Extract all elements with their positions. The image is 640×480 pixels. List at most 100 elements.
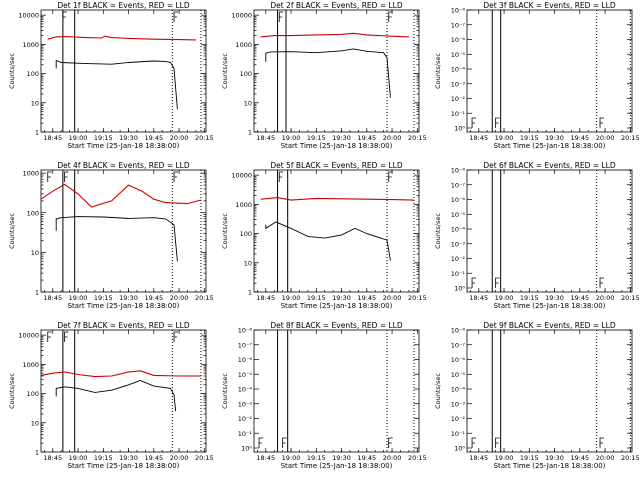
- x-tick-label: 19:45: [357, 294, 376, 302]
- x-tick-label: 18:45: [469, 134, 488, 142]
- flag-marker: [495, 277, 500, 288]
- flag-marker: [388, 437, 393, 448]
- x-tick-label: 19:45: [144, 454, 163, 462]
- y-tick-label: 10⁰: [454, 125, 465, 133]
- panel-title: Det 4f BLACK = Events, RED = LLD: [57, 161, 190, 170]
- x-tick-label: 18:45: [256, 294, 275, 302]
- y-tick-label: 1000: [235, 41, 252, 49]
- x-tick-label: 19:30: [332, 134, 351, 142]
- y-tick-label: 1: [248, 289, 252, 297]
- y-tick-label: 10⁰: [241, 445, 252, 453]
- y-axis-label: Counts/sec: [434, 373, 442, 409]
- flag-marker: [388, 171, 393, 182]
- x-tick-label: 20:15: [621, 454, 640, 462]
- y-tick-label: 10⁻⁵: [451, 371, 466, 379]
- y-axis-label: Counts/sec: [221, 53, 229, 89]
- event-rate-line: [55, 380, 177, 412]
- flag-marker: [64, 171, 69, 182]
- y-tick-label: 10000: [231, 12, 252, 20]
- x-axis-label: Start Time (25-Jan-18 18:38:00): [494, 302, 606, 310]
- plot-frame: [40, 329, 207, 453]
- y-tick-label: 10⁻³: [451, 240, 466, 248]
- x-tick-label: 19:30: [119, 454, 138, 462]
- plot-frame: [253, 169, 420, 293]
- x-tick-label: 18:45: [43, 294, 62, 302]
- x-tick-label: 20:15: [408, 134, 427, 142]
- x-axis-label: Start Time (25-Jan-18 18:38:00): [281, 142, 393, 150]
- flag-marker: [471, 437, 477, 448]
- panel-title: Det 2f BLACK = Events, RED = LLD: [270, 1, 403, 10]
- y-tick-label: 10⁻⁶: [451, 196, 466, 204]
- y-tick-label: 10⁻⁸: [451, 167, 466, 175]
- y-tick-label: 10⁻⁷: [451, 21, 466, 29]
- y-tick-label: 10: [244, 259, 252, 267]
- x-tick-label: 19:00: [495, 294, 514, 302]
- x-tick-label: 19:15: [307, 294, 326, 302]
- flag-marker: [47, 171, 52, 182]
- y-tick-label: 10⁻¹: [451, 430, 466, 438]
- plot-frame: [253, 9, 420, 133]
- x-axis-label: Start Time (25-Jan-18 18:38:00): [281, 462, 393, 470]
- flag-marker: [64, 331, 69, 342]
- plot-frame: [466, 329, 633, 453]
- y-tick-label: 10⁻¹: [238, 430, 253, 438]
- panel-det-2: Det 2f BLACK = Events, RED = LLD 18:45 19:…: [221, 1, 427, 150]
- x-tick-label: 19:30: [545, 454, 564, 462]
- x-tick-label: 20:15: [408, 454, 427, 462]
- y-tick-label: 10⁻³: [238, 400, 253, 408]
- flag-marker: [471, 117, 477, 128]
- y-tick-label: 1: [248, 129, 252, 137]
- flag-marker: [47, 331, 52, 342]
- y-tick-label: 1: [35, 129, 39, 137]
- lld-rate-line: [47, 35, 196, 41]
- plot-frame: [40, 9, 207, 133]
- y-axis-label: Counts/sec: [221, 213, 229, 249]
- x-tick-label: 20:00: [596, 294, 615, 302]
- x-tick-label: 19:30: [119, 134, 138, 142]
- flag-marker: [282, 437, 287, 448]
- y-tick-label: 10⁻⁵: [451, 211, 466, 219]
- y-tick-label: 100: [240, 230, 252, 238]
- x-tick-label: 20:15: [621, 134, 640, 142]
- y-tick-label: 10⁻²: [238, 415, 253, 423]
- y-tick-label: 10⁻⁴: [238, 386, 253, 394]
- panel-title: Det 9f BLACK = Events, RED = LLD: [483, 321, 616, 330]
- x-tick-label: 18:45: [469, 454, 488, 462]
- y-tick-label: 1000: [235, 201, 252, 209]
- x-tick-label: 19:00: [282, 134, 301, 142]
- x-tick-label: 19:15: [307, 134, 326, 142]
- x-tick-label: 19:15: [94, 454, 113, 462]
- y-tick-label: 10⁻²: [451, 415, 466, 423]
- lld-rate-line: [40, 370, 201, 378]
- x-tick-label: 20:00: [596, 134, 615, 142]
- y-tick-label: 10⁻⁶: [238, 356, 253, 364]
- y-tick-label: 1000: [22, 170, 39, 178]
- flag-marker: [599, 277, 605, 288]
- flag-marker: [278, 11, 284, 22]
- x-tick-label: 19:45: [570, 454, 589, 462]
- x-tick-label: 20:00: [596, 454, 615, 462]
- flag-marker: [599, 117, 605, 128]
- x-tick-label: 19:15: [94, 294, 113, 302]
- x-tick-label: 19:00: [69, 134, 88, 142]
- y-tick-label: 10⁻²: [451, 95, 466, 103]
- flag-marker: [173, 171, 179, 182]
- x-tick-label: 20:15: [195, 454, 214, 462]
- lld-rate-line: [260, 32, 409, 38]
- y-tick-label: 10000: [18, 12, 39, 20]
- x-axis-label: Start Time (25-Jan-18 18:38:00): [68, 142, 180, 150]
- y-tick-label: 10⁻⁸: [451, 327, 466, 335]
- panel-title: Det 6f BLACK = Events, RED = LLD: [483, 161, 616, 170]
- x-tick-label: 20:00: [170, 454, 189, 462]
- x-tick-label: 19:45: [357, 454, 376, 462]
- x-tick-label: 19:00: [495, 134, 514, 142]
- x-axis-label: Start Time (25-Jan-18 18:38:00): [68, 302, 180, 310]
- y-tick-label: 10⁻³: [451, 400, 466, 408]
- x-tick-label: 19:15: [520, 294, 539, 302]
- panel-det-3: Det 3f BLACK = Events, RED = LLD 18:45 19:…: [434, 1, 640, 150]
- y-tick-label: 10000: [18, 332, 39, 340]
- y-tick-label: 10000: [231, 172, 252, 180]
- flag-marker: [258, 437, 264, 448]
- flag-marker: [62, 11, 67, 22]
